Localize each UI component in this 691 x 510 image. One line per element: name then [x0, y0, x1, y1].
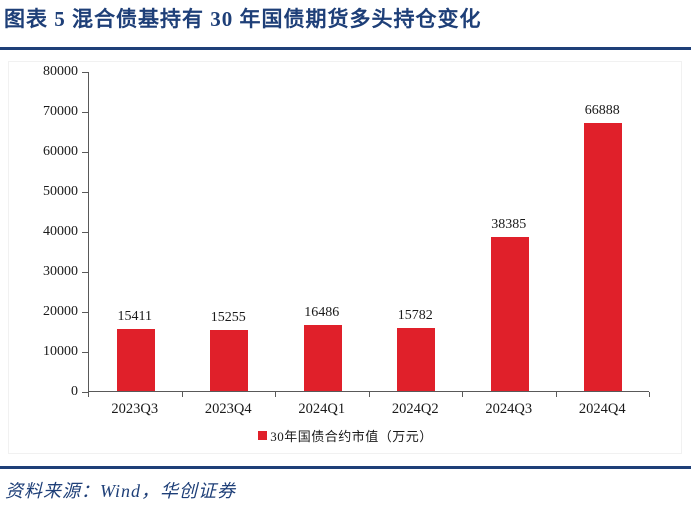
- x-axis-category-label: 2023Q3: [111, 401, 159, 417]
- y-axis-tick-label: 70000: [43, 104, 78, 119]
- y-axis-tick-mark: [82, 232, 88, 233]
- footer-divider: [0, 466, 691, 469]
- x-axis-tick-mark: [555, 392, 557, 397]
- y-axis-tick-mark: [82, 152, 88, 153]
- x-axis-category-label: 2024Q4: [578, 401, 626, 417]
- legend-label: 30年国债合约市值（万元）: [270, 429, 433, 444]
- y-axis-tick-mark: [82, 392, 88, 393]
- y-axis-tick-label: 50000: [43, 184, 78, 199]
- x-axis-category-label: 2024Q2: [391, 401, 439, 417]
- y-axis-tick-mark: [82, 352, 88, 353]
- title-divider: [0, 47, 691, 50]
- bar-chart: 30年国债合约市值（万元） 0 10000 20000 30000 40000 50000…: [0, 60, 691, 455]
- bar-2024Q3: [490, 237, 529, 391]
- x-axis-tick-mark: [368, 392, 370, 397]
- bar-value-label: 16486: [304, 305, 340, 321]
- bar-2024Q4: [584, 123, 623, 391]
- chart-legend: 30年国债合约市值（万元）: [0, 426, 691, 445]
- plot-area: [88, 72, 649, 392]
- legend-swatch-icon: [258, 431, 268, 440]
- y-axis-tick-label: 0: [71, 384, 78, 399]
- bar-value-label: 15411: [117, 309, 152, 325]
- y-axis-tick-mark: [82, 272, 88, 273]
- x-axis-category-label: 2023Q4: [204, 401, 252, 417]
- bar-2023Q3: [116, 329, 155, 391]
- y-axis-tick-label: 40000: [43, 224, 78, 239]
- y-axis-tick-label: 20000: [43, 304, 78, 319]
- x-axis-category-label: 2024Q1: [298, 401, 346, 417]
- x-axis-tick-mark: [181, 392, 183, 397]
- y-axis-tick-mark: [82, 112, 88, 113]
- y-axis-tick-mark: [82, 72, 88, 73]
- bar-value-label: 38385: [491, 217, 527, 233]
- y-axis-tick-label: 10000: [43, 344, 78, 359]
- bar-value-label: 66888: [584, 103, 620, 119]
- y-axis-tick-mark: [82, 312, 88, 313]
- figure-title: 图表 5 混合债基持有 30 年国债期货多头持仓变化: [4, 7, 482, 31]
- source-note: 资料来源：Wind，华创证券: [5, 481, 237, 501]
- y-axis-tick-label: 80000: [43, 64, 78, 79]
- bar-2023Q4: [210, 329, 249, 391]
- x-axis-tick-mark: [462, 392, 463, 397]
- x-axis-tick-mark: [275, 392, 276, 397]
- y-axis-tick-label: 60000: [43, 144, 78, 159]
- x-axis-tick-mark: [649, 392, 650, 397]
- bar-2024Q2: [397, 327, 436, 391]
- x-axis-category-label: 2024Q3: [485, 401, 533, 417]
- y-axis-tick-label: 30000: [43, 264, 78, 279]
- x-axis-tick-mark: [88, 392, 89, 397]
- bar-2024Q1: [303, 325, 342, 391]
- bar-value-label: 15782: [397, 307, 433, 323]
- bar-value-label: 15255: [210, 309, 246, 325]
- y-axis-tick-mark: [82, 192, 88, 193]
